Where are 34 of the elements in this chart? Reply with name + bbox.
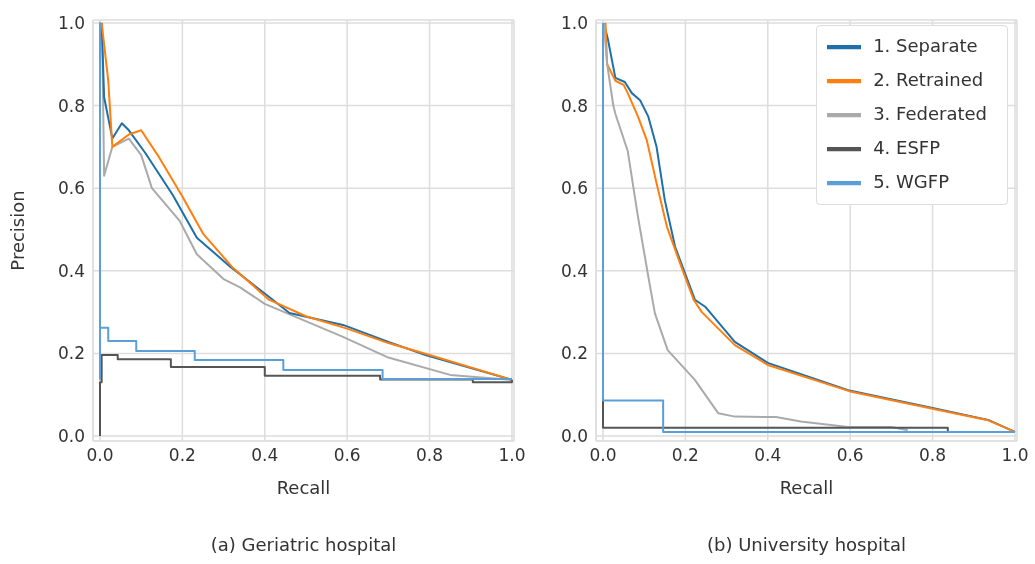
x-tick-label: 1.0	[1001, 445, 1029, 466]
x-tick-label: 0.4	[251, 445, 279, 466]
x-tick-label: 0.0	[86, 445, 114, 466]
y-tick-label: 0.0	[560, 426, 588, 447]
x-tick-label: 0.8	[416, 445, 444, 466]
y-tick-label: 0.6	[560, 178, 588, 199]
y-tick-label: 1.0	[560, 12, 588, 33]
x-tick-label: 0.4	[754, 445, 782, 466]
y-tick-label: 0.8	[57, 95, 85, 116]
y-tick-label: 0.2	[57, 343, 85, 364]
x-tick-label: 0.2	[168, 445, 196, 466]
x-tick-label: 0.6	[333, 445, 361, 466]
y-tick-label: 0.2	[560, 343, 588, 364]
text: (b) University hospital	[706, 534, 907, 555]
legend-label: 1. Separate	[873, 34, 978, 56]
y-tick-label: 0.6	[57, 178, 85, 199]
y-tick-label: 0.4	[560, 260, 588, 281]
x-tick-label: 0.6	[836, 445, 864, 466]
y-axis-title: Precision	[7, 190, 29, 271]
x-axis-title: Recall	[276, 477, 331, 498]
y-tick-label: 0.4	[57, 260, 85, 281]
x-tick-label: 1.0	[498, 445, 526, 466]
y-tick-label: 1.0	[57, 12, 85, 33]
legend-label: 3. Federated	[873, 102, 987, 124]
x-tick-label: 0.2	[671, 445, 699, 466]
legend-label: 2. Retrained	[873, 68, 984, 90]
x-tick-label: 0.0	[589, 445, 617, 466]
text: (a) Geriatric hospital	[209, 534, 398, 555]
y-tick-label: 0.8	[560, 95, 588, 116]
legend-label: 5. WGFP	[873, 170, 950, 192]
legend-label: 4. ESFP	[873, 136, 941, 158]
y-tick-label: 0.0	[57, 426, 85, 447]
x-axis-title: Recall	[779, 477, 834, 498]
x-tick-label: 0.8	[919, 445, 947, 466]
